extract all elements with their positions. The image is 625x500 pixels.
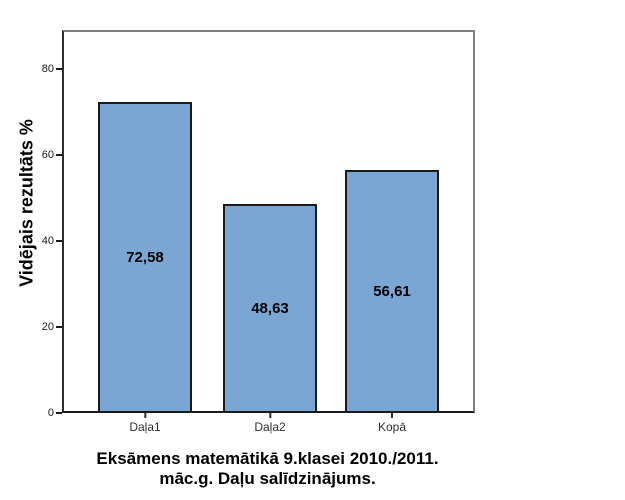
y-tick-mark [56,153,62,156]
y-tick-mark [56,67,62,70]
x-tick-label: Daļa2 [254,420,286,434]
plot-area: 72,58 48,63 56,61 [62,30,475,413]
bar-value-label: 48,63 [251,299,289,317]
y-tick: 20 [42,321,62,333]
y-tick: 60 [42,149,62,161]
x-tick-label: Daļa1 [129,420,161,434]
chart-title-line2: māc.g. Daļu salīdzinājums. [159,469,376,488]
y-tick-label: 60 [41,148,54,161]
y-tick: 80 [42,63,62,75]
x-tick-label: Kopā [377,420,407,434]
y-tick-label: 20 [41,320,54,333]
y-tick: 0 [48,407,62,419]
y-axis: 0 20 40 60 80 [0,30,62,419]
x-tick-mark [391,413,393,418]
y-tick-label: 80 [41,62,54,75]
x-tick-dala2: Daļa2 [254,413,286,434]
y-tick-label: 0 [47,407,54,419]
y-tick-mark [56,412,62,414]
x-axis: Daļa1 Daļa2 Kopā [0,413,625,443]
x-tick-mark [268,413,271,418]
chart-title: Eksāmens matemātikā 9.klasei 2010./2011.… [0,449,535,489]
y-tick-mark [56,239,62,242]
bar-value-label: 72,58 [126,248,164,266]
bar-dala2: 48,63 [223,203,317,411]
chart-title-line1: Eksāmens matemātikā 9.klasei 2010./2011. [96,449,439,468]
x-tick-dala1: Daļa1 [129,413,161,434]
y-tick-mark [56,325,62,328]
bar-value-label: 56,61 [373,282,411,300]
bar-kopa: 56,61 [345,169,439,411]
x-tick-mark [143,413,146,418]
y-tick: 40 [42,235,62,247]
x-tick-kopa: Kopā [378,413,406,434]
y-tick-label: 40 [41,234,54,247]
bar-dala1: 72,58 [98,101,192,411]
